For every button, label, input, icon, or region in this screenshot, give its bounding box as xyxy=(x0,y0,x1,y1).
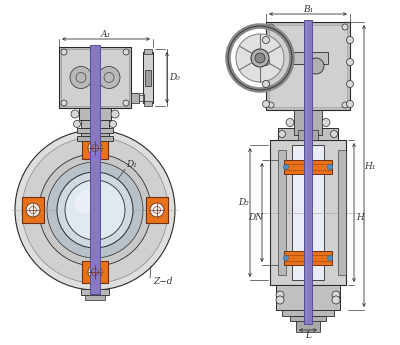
Text: H: H xyxy=(356,213,364,222)
Bar xyxy=(338,150,346,275)
Bar xyxy=(292,145,324,280)
Circle shape xyxy=(236,34,284,82)
Text: H₁: H₁ xyxy=(364,161,376,170)
Bar xyxy=(77,128,113,133)
Circle shape xyxy=(70,67,92,89)
Bar xyxy=(79,108,111,120)
Circle shape xyxy=(150,203,164,217)
Circle shape xyxy=(47,162,143,258)
Bar xyxy=(282,310,334,316)
Bar xyxy=(85,295,105,300)
Circle shape xyxy=(262,80,270,88)
Text: DN: DN xyxy=(248,213,264,222)
Circle shape xyxy=(262,37,270,43)
Circle shape xyxy=(332,296,340,304)
Circle shape xyxy=(276,291,284,299)
Circle shape xyxy=(111,110,119,118)
Bar xyxy=(81,120,109,128)
Bar xyxy=(270,140,346,285)
Circle shape xyxy=(286,118,294,127)
Text: B₁: B₁ xyxy=(303,4,313,13)
Bar xyxy=(278,128,338,140)
Bar xyxy=(284,251,332,265)
Bar xyxy=(81,289,109,295)
Bar xyxy=(82,261,108,283)
Bar xyxy=(144,49,152,54)
Circle shape xyxy=(88,141,102,155)
Circle shape xyxy=(346,37,354,43)
Text: D₂: D₂ xyxy=(238,198,250,207)
Circle shape xyxy=(98,67,120,89)
Text: D₀: D₀ xyxy=(170,73,180,82)
Circle shape xyxy=(342,102,348,108)
Bar xyxy=(290,52,328,64)
Circle shape xyxy=(346,100,354,108)
Circle shape xyxy=(332,291,340,299)
Bar xyxy=(304,20,312,324)
Circle shape xyxy=(255,53,265,63)
Bar xyxy=(296,321,320,332)
Text: Z−d: Z−d xyxy=(153,277,173,286)
Bar xyxy=(81,128,109,136)
Bar xyxy=(83,120,107,128)
Circle shape xyxy=(71,110,79,118)
Text: L: L xyxy=(305,332,311,341)
Bar xyxy=(146,197,168,223)
Circle shape xyxy=(346,59,354,66)
Circle shape xyxy=(284,256,288,260)
Bar xyxy=(144,101,152,106)
Circle shape xyxy=(342,24,348,30)
Circle shape xyxy=(22,137,168,283)
Circle shape xyxy=(74,120,80,128)
Bar xyxy=(77,136,113,141)
Circle shape xyxy=(123,100,129,106)
Bar xyxy=(266,22,350,110)
Text: A₁: A₁ xyxy=(101,30,111,39)
Circle shape xyxy=(26,203,40,217)
Circle shape xyxy=(61,100,67,106)
Bar xyxy=(90,45,100,294)
Circle shape xyxy=(346,80,354,88)
Bar xyxy=(61,49,129,106)
Circle shape xyxy=(251,49,269,67)
Bar xyxy=(59,47,131,108)
Circle shape xyxy=(328,256,332,260)
Circle shape xyxy=(278,130,286,138)
Bar xyxy=(143,52,153,103)
Bar xyxy=(22,197,44,223)
Circle shape xyxy=(61,49,67,55)
Text: D₁: D₁ xyxy=(126,160,137,169)
Circle shape xyxy=(88,265,102,279)
Bar xyxy=(143,94,144,102)
Bar xyxy=(290,316,326,321)
Bar xyxy=(131,93,139,103)
Circle shape xyxy=(322,118,330,127)
Bar xyxy=(276,285,340,310)
Circle shape xyxy=(39,154,151,266)
Circle shape xyxy=(65,180,125,240)
Circle shape xyxy=(268,102,274,108)
Circle shape xyxy=(308,58,324,74)
Bar xyxy=(145,69,151,86)
Bar xyxy=(139,95,144,101)
Circle shape xyxy=(123,49,129,55)
Circle shape xyxy=(268,24,274,30)
Circle shape xyxy=(110,120,116,128)
Bar xyxy=(82,137,108,159)
Circle shape xyxy=(262,100,270,108)
Circle shape xyxy=(330,130,338,138)
Circle shape xyxy=(57,172,133,248)
Circle shape xyxy=(276,296,284,304)
Bar xyxy=(284,160,332,174)
Bar xyxy=(278,150,286,275)
Bar xyxy=(269,25,347,107)
Circle shape xyxy=(75,190,99,214)
Circle shape xyxy=(15,130,175,290)
Circle shape xyxy=(262,59,270,66)
Bar xyxy=(298,130,318,140)
Circle shape xyxy=(328,165,332,169)
Circle shape xyxy=(284,165,288,169)
Bar xyxy=(294,110,322,135)
